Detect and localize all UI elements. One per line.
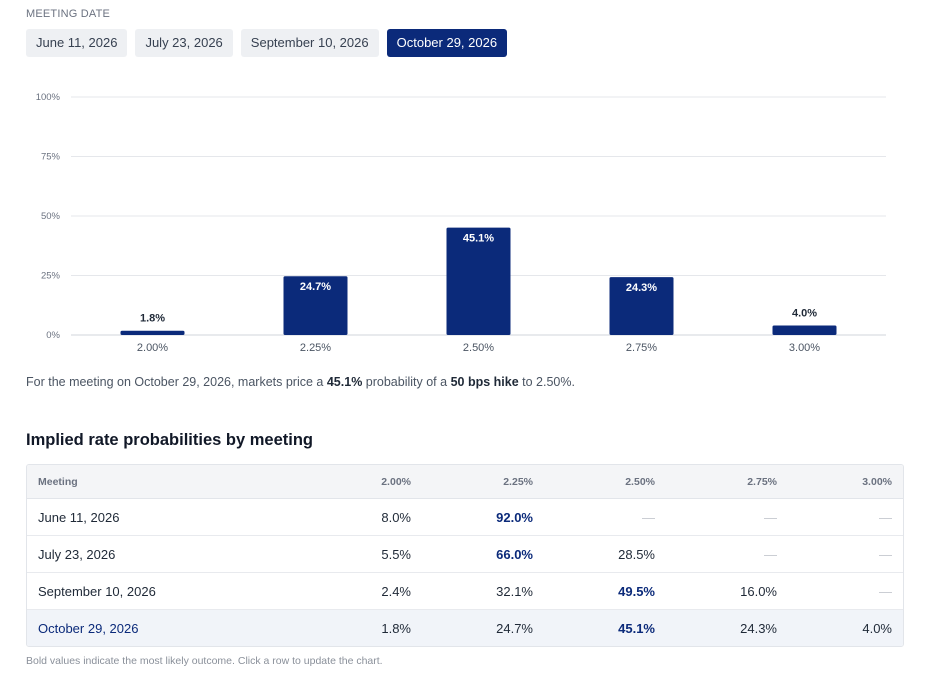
- probability-cell: —: [544, 498, 666, 536]
- probability-cell: 8.0%: [272, 498, 422, 536]
- meeting-cell: October 29, 2026: [27, 609, 272, 646]
- probability-cell: 24.7%: [422, 609, 544, 646]
- summary-suffix: to 2.50%.: [518, 375, 575, 389]
- header-rate: 2.50%: [544, 465, 666, 499]
- bar[interactable]: [772, 325, 837, 335]
- header-rate: 2.75%: [666, 465, 788, 499]
- header-rate: 3.00%: [788, 465, 903, 499]
- probability-cell: 92.0%: [422, 498, 544, 536]
- probability-cell: 24.3%: [666, 609, 788, 646]
- bar[interactable]: [609, 277, 674, 335]
- y-tick-label: 50%: [41, 211, 61, 222]
- chart-summary: For the meeting on October 29, 2026, mar…: [26, 375, 575, 389]
- summary-prefix: For the meeting on October 29, 2026, mar…: [26, 375, 327, 389]
- table-title: Implied rate probabilities by meeting: [26, 431, 313, 449]
- table-row[interactable]: July 23, 2026 5.5% 66.0% 28.5% — —: [27, 535, 903, 573]
- probability-cell: —: [788, 535, 903, 573]
- table-header-row: Meeting 2.00% 2.25% 2.50% 2.75% 3.00%: [27, 465, 903, 499]
- meeting-cell: September 10, 2026: [27, 572, 272, 610]
- tab-meeting-date[interactable]: September 10, 2026: [240, 29, 379, 57]
- probability-cell: 2.4%: [272, 572, 422, 610]
- meeting-date-label: MEETING DATE: [26, 8, 111, 20]
- footnote: Bold values indicate the most likely out…: [26, 655, 383, 667]
- bar-value-label: 4.0%: [792, 307, 817, 319]
- summary-middle: probability of a: [362, 375, 451, 389]
- x-tick-label: 3.00%: [789, 342, 820, 354]
- bar[interactable]: [446, 227, 511, 335]
- bar-value-label: 24.3%: [626, 282, 657, 294]
- header-rate: 2.25%: [422, 465, 544, 499]
- probability-cell: 1.8%: [272, 609, 422, 646]
- probability-cell: —: [666, 498, 788, 536]
- meeting-cell: June 11, 2026: [27, 498, 272, 536]
- meeting-cell: July 23, 2026: [27, 535, 272, 573]
- probabilities-table: Meeting 2.00% 2.25% 2.50% 2.75% 3.00% June 11…: [26, 464, 904, 647]
- tab-meeting-date[interactable]: October 29, 2026: [386, 29, 508, 57]
- probability-cell: 4.0%: [788, 609, 903, 646]
- header-rate: 2.00%: [272, 465, 422, 499]
- y-tick-label: 100%: [36, 92, 61, 103]
- probability-cell: 45.1%: [544, 609, 666, 646]
- tab-meeting-date[interactable]: July 23, 2026: [135, 29, 233, 57]
- probability-cell: —: [788, 498, 903, 536]
- bar-value-label: 45.1%: [463, 233, 494, 245]
- bar-value-label: 1.8%: [140, 313, 165, 325]
- bar[interactable]: [120, 330, 185, 335]
- table-row[interactable]: September 10, 2026 2.4% 32.1% 49.5% 16.0% —: [27, 572, 903, 610]
- y-tick-label: 25%: [41, 271, 61, 282]
- probability-cell: —: [788, 572, 903, 610]
- meeting-date-tabs: June 11, 2026 July 23, 2026 September 10, …: [26, 29, 508, 57]
- table-row[interactable]: June 11, 2026 8.0% 92.0% — — —: [27, 498, 903, 536]
- bar[interactable]: [283, 276, 348, 335]
- header-meeting: Meeting: [27, 465, 272, 499]
- x-tick-label: 2.75%: [626, 342, 657, 354]
- x-tick-label: 2.50%: [463, 342, 494, 354]
- summary-probability: 45.1%: [326, 375, 363, 389]
- bar-value-label: 24.7%: [300, 281, 331, 293]
- probability-cell: 32.1%: [422, 572, 544, 610]
- probability-cell: 28.5%: [544, 535, 666, 573]
- probability-cell: 49.5%: [544, 572, 666, 610]
- probability-cell: 5.5%: [272, 535, 422, 573]
- x-tick-label: 2.00%: [137, 342, 168, 354]
- y-tick-label: 75%: [41, 152, 61, 163]
- probability-cell: —: [666, 535, 788, 573]
- table-row[interactable]: October 29, 2026 1.8% 24.7% 45.1% 24.3% 4.0%: [27, 609, 903, 646]
- probability-cell: 66.0%: [422, 535, 544, 573]
- tab-meeting-date[interactable]: June 11, 2026: [26, 29, 128, 57]
- x-tick-label: 2.25%: [300, 342, 331, 354]
- probability-cell: 16.0%: [666, 572, 788, 610]
- probability-bar-chart: 0% 25% 50% 75% 100% 1.8% 2.00% 24.7% 2.25% 45.1% 2…: [36, 92, 886, 354]
- y-tick-label: 0%: [46, 330, 60, 341]
- summary-move: 50 bps hike: [450, 375, 519, 389]
